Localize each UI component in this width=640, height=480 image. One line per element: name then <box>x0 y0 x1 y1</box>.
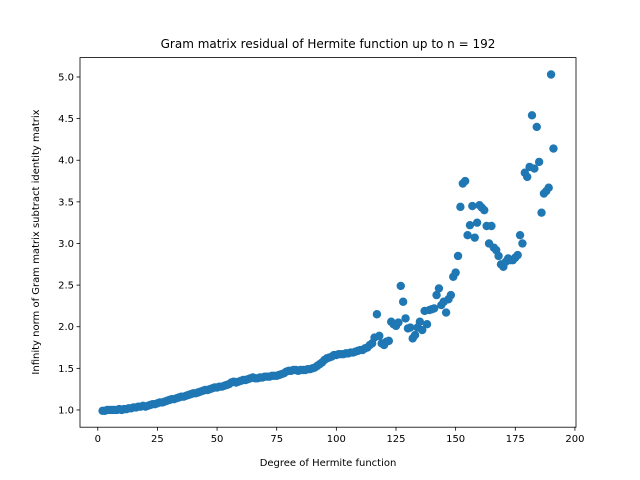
point <box>537 208 546 217</box>
point <box>468 201 477 211</box>
point <box>398 297 408 306</box>
point <box>446 290 456 300</box>
point <box>422 320 432 329</box>
point <box>410 330 420 340</box>
y-tick-label: 1.5 <box>58 364 74 375</box>
x-axis-label: Degree of Hermite function <box>260 458 397 469</box>
point <box>429 304 439 313</box>
point <box>451 268 460 277</box>
x-tick-label: 25 <box>151 434 164 445</box>
x-tick-label: 150 <box>446 434 465 445</box>
point <box>418 325 427 335</box>
y-tick-label: 2.0 <box>58 322 74 333</box>
point <box>396 281 405 291</box>
point <box>494 251 503 261</box>
point <box>470 233 479 242</box>
chart-title: Gram matrix residual of Hermite function… <box>161 37 496 51</box>
y-tick-label: 3.0 <box>58 239 74 250</box>
y-axis-label: Infinity norm of Gram matrix subtract id… <box>31 109 42 374</box>
point <box>523 172 532 182</box>
x-tick-label: 125 <box>386 434 405 445</box>
x-tick-label: 50 <box>211 434 224 445</box>
x-tick-label: 100 <box>327 434 346 445</box>
point <box>432 290 441 300</box>
point <box>401 314 410 323</box>
point <box>534 157 544 167</box>
point <box>415 317 425 326</box>
point <box>513 250 522 260</box>
x-tick-label: 200 <box>565 434 584 445</box>
x-tick-label: 175 <box>506 434 525 445</box>
point <box>453 251 463 261</box>
point <box>460 176 470 186</box>
point <box>549 144 558 153</box>
point <box>406 323 415 332</box>
x-tick-label: 75 <box>270 434 283 445</box>
axes-frame <box>79 57 577 428</box>
point <box>544 183 553 192</box>
x-tick-label: 0 <box>95 434 101 445</box>
point <box>515 230 525 240</box>
point <box>441 308 451 317</box>
point <box>472 218 482 227</box>
point <box>518 239 527 248</box>
point <box>527 111 537 120</box>
point <box>530 164 539 173</box>
point <box>463 230 472 240</box>
point <box>456 202 465 212</box>
plot-area <box>98 70 558 416</box>
point <box>384 336 394 346</box>
point <box>465 220 475 230</box>
point <box>372 310 382 319</box>
y-tick-label: 3.5 <box>58 197 74 208</box>
y-tick-label: 5.0 <box>58 72 74 83</box>
point <box>546 70 556 79</box>
point <box>394 318 403 327</box>
point <box>375 331 384 341</box>
y-tick-label: 4.0 <box>58 156 74 167</box>
point <box>434 284 444 293</box>
y-tick-label: 1.0 <box>58 405 74 416</box>
point <box>532 122 541 132</box>
y-tick-label: 4.5 <box>58 114 74 125</box>
point <box>487 221 496 231</box>
y-tick-label: 2.5 <box>58 281 74 292</box>
point <box>480 205 489 215</box>
